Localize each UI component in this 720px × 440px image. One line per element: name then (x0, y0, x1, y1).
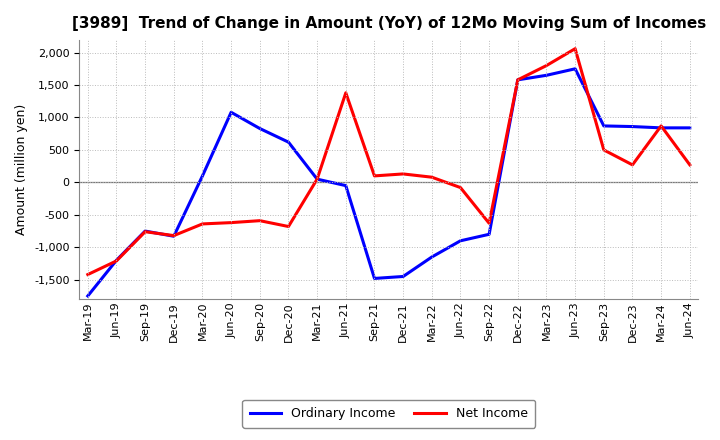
Ordinary Income (428, 254, 436, 260)
Ordinary Income (198, 173, 207, 179)
Line: Ordinary Income: Ordinary Income (88, 69, 690, 296)
Net Income (571, 46, 580, 51)
Net Income (456, 185, 465, 190)
Net Income (284, 224, 293, 229)
Net Income (513, 77, 522, 82)
Ordinary Income (513, 77, 522, 82)
Net Income (485, 220, 493, 226)
Net Income (227, 220, 235, 225)
Y-axis label: Amount (million yen): Amount (million yen) (15, 104, 28, 235)
Net Income (600, 147, 608, 153)
Ordinary Income (112, 258, 121, 263)
Net Income (370, 173, 379, 179)
Legend: Ordinary Income, Net Income: Ordinary Income, Net Income (243, 400, 535, 428)
Ordinary Income (169, 234, 178, 239)
Ordinary Income (628, 124, 636, 129)
Net Income (198, 221, 207, 227)
Ordinary Income (312, 176, 321, 182)
Net Income (341, 90, 350, 95)
Ordinary Income (284, 139, 293, 145)
Ordinary Income (600, 123, 608, 128)
Ordinary Income (657, 125, 665, 131)
Ordinary Income (542, 73, 551, 78)
Net Income (141, 229, 150, 235)
Net Income (428, 175, 436, 180)
Net Income (84, 272, 92, 277)
Ordinary Income (227, 110, 235, 115)
Net Income (685, 162, 694, 168)
Net Income (312, 176, 321, 182)
Ordinary Income (341, 183, 350, 188)
Ordinary Income (485, 231, 493, 237)
Ordinary Income (685, 125, 694, 131)
Ordinary Income (399, 274, 408, 279)
Ordinary Income (571, 66, 580, 71)
Net Income (542, 63, 551, 68)
Ordinary Income (84, 293, 92, 299)
Ordinary Income (256, 126, 264, 131)
Net Income (399, 171, 408, 176)
Ordinary Income (141, 228, 150, 234)
Net Income (256, 218, 264, 224)
Net Income (657, 123, 665, 128)
Title: [3989]  Trend of Change in Amount (YoY) of 12Mo Moving Sum of Incomes: [3989] Trend of Change in Amount (YoY) o… (72, 16, 706, 32)
Net Income (112, 258, 121, 264)
Net Income (169, 233, 178, 238)
Ordinary Income (456, 238, 465, 243)
Net Income (628, 162, 636, 168)
Ordinary Income (370, 276, 379, 281)
Line: Net Income: Net Income (88, 49, 690, 275)
